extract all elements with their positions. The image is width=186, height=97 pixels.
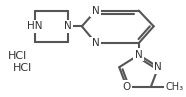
Text: CH₃: CH₃ <box>166 82 184 92</box>
Text: N: N <box>92 6 100 16</box>
Text: HN: HN <box>28 21 43 31</box>
Text: O: O <box>123 82 131 92</box>
Text: N: N <box>154 62 162 72</box>
Text: N: N <box>92 38 100 48</box>
Text: N: N <box>64 21 72 31</box>
Text: HCl: HCl <box>13 63 32 73</box>
Text: N: N <box>135 50 143 60</box>
Text: HCl: HCl <box>8 51 27 61</box>
